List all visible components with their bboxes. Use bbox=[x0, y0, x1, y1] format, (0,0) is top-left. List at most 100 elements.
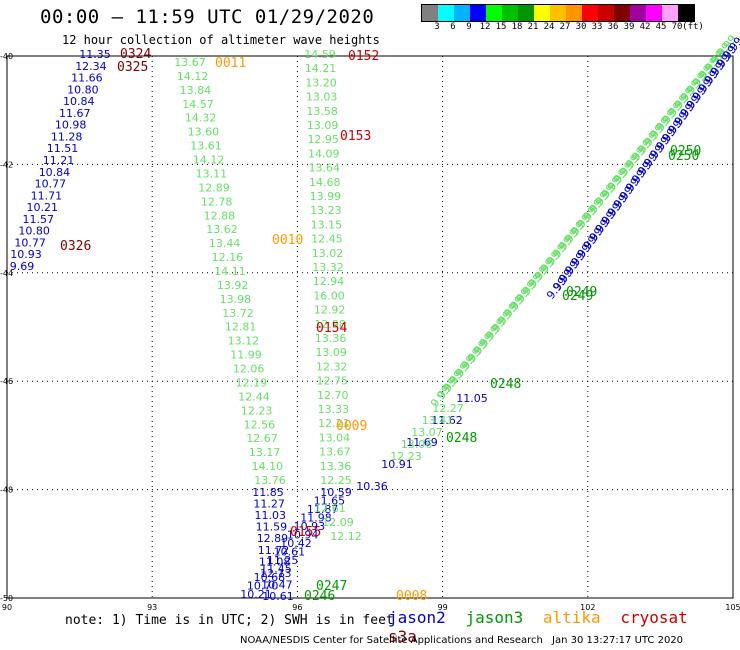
swh-value: 12.61 bbox=[314, 502, 346, 515]
colorbar-label: 30 bbox=[575, 22, 587, 32]
swh-value: 12.23 bbox=[241, 404, 273, 417]
swh-value: 10.77 bbox=[35, 178, 67, 191]
pass-label: 0152 bbox=[348, 49, 379, 64]
legend-cryosat: cryosat bbox=[620, 608, 688, 627]
colorbar-swatch bbox=[502, 5, 518, 21]
swh-value: 11.87 bbox=[307, 503, 339, 516]
swh-value: 11.69 bbox=[406, 436, 438, 449]
swh-value: 13.62 bbox=[206, 223, 238, 236]
swh-value: 14.59 bbox=[304, 48, 336, 61]
swh-value: 12.34 bbox=[75, 60, 107, 73]
swh-value: 12.56 bbox=[244, 418, 276, 431]
lon-tick-label: 102 bbox=[580, 603, 595, 612]
lat-tick-label: -48 bbox=[0, 486, 13, 495]
colorbar-swatch bbox=[438, 5, 454, 21]
swh-value: 13.17 bbox=[249, 446, 281, 459]
swh-value: 13.76 bbox=[254, 474, 286, 487]
colorbar-label: 18 bbox=[511, 22, 523, 32]
swh-value: 11.67 bbox=[59, 107, 91, 120]
swh-value: 11.65 bbox=[314, 495, 346, 508]
pass-label: 0153 bbox=[340, 129, 371, 144]
colorbar-swatch bbox=[550, 5, 566, 21]
swh-value: 14.12 bbox=[177, 70, 209, 83]
swh-value: 12.88 bbox=[204, 209, 236, 222]
colorbar-label: 36 bbox=[607, 22, 619, 32]
swh-value: 12.94 bbox=[313, 275, 345, 288]
swh-value: 13.23 bbox=[310, 204, 342, 217]
swh-value: 12.75 bbox=[317, 375, 349, 388]
lat-tick-label: -42 bbox=[0, 160, 13, 169]
swh-value: 10.77 bbox=[14, 236, 46, 249]
swh-value: 13.44 bbox=[209, 237, 241, 250]
swh-value: 14.10 bbox=[252, 460, 284, 473]
map-title: 00:00 – 11:59 UTC 01/29/2020 bbox=[40, 6, 375, 28]
swh-value: 9.69 bbox=[10, 260, 35, 273]
colorbar-label: 27 bbox=[559, 22, 571, 32]
colorbar-label: 3 bbox=[434, 22, 440, 32]
pass-label: 0009 bbox=[336, 419, 367, 434]
swh-value: 12.06 bbox=[233, 363, 265, 376]
pass-label: 0324 bbox=[120, 47, 151, 62]
swh-value: 10.93 bbox=[294, 520, 326, 533]
lon-tick-label: 99 bbox=[438, 603, 448, 612]
swh-value: 11.27 bbox=[253, 498, 285, 511]
pass-label: 0008 bbox=[396, 589, 427, 604]
swh-value: 13.84 bbox=[180, 84, 212, 97]
swh-value: 13.36 bbox=[320, 460, 352, 473]
swh-value: 10.80 bbox=[67, 83, 99, 96]
swh-value: 11.59 bbox=[256, 521, 288, 534]
swh-value: 13.12 bbox=[228, 335, 260, 348]
pass-label: 0249 bbox=[562, 289, 593, 304]
swh-value: 10.59 bbox=[320, 486, 352, 499]
colorbar-label: 39 bbox=[623, 22, 635, 32]
colorbar bbox=[421, 4, 695, 22]
colorbar-label: 42 bbox=[639, 22, 651, 32]
colorbar-swatch bbox=[486, 5, 502, 21]
swh-value: 10.36 bbox=[356, 480, 388, 493]
swh-value: 11.08 bbox=[259, 555, 291, 568]
swh-value: 12.23 bbox=[390, 450, 422, 463]
swh-value: 13.61 bbox=[190, 140, 222, 153]
pass-label: 0325 bbox=[117, 60, 148, 75]
legend-jason2: jason2 bbox=[388, 608, 446, 627]
swh-value: 13.72 bbox=[222, 307, 254, 320]
swh-value: 12.78 bbox=[201, 195, 233, 208]
colorbar-swatch bbox=[662, 5, 678, 21]
swh-value: 13.99 bbox=[310, 190, 342, 203]
swh-value: 12.98 bbox=[314, 318, 346, 331]
swh-value: 11.72 bbox=[258, 544, 290, 557]
pass-label: 0250 bbox=[670, 144, 701, 159]
colorbar-label: 70 bbox=[671, 22, 683, 32]
swh-value: 13.41 bbox=[422, 414, 454, 427]
swh-value: 14.68 bbox=[309, 176, 341, 189]
swh-value: 13.04 bbox=[319, 431, 351, 444]
swh-value: 11.35 bbox=[79, 48, 111, 61]
swh-value: 10.21 bbox=[27, 201, 59, 214]
pass-label: 0248 bbox=[490, 377, 521, 392]
swh-value: 14.12 bbox=[193, 154, 225, 167]
swh-value: 16.00 bbox=[313, 289, 345, 302]
swh-value: 10.84 bbox=[63, 95, 95, 108]
swh-value: 11.57 bbox=[22, 213, 54, 226]
colorbar-label: 9 bbox=[466, 22, 472, 32]
swh-value: 13.02 bbox=[312, 247, 344, 260]
swh-value: 11.28 bbox=[51, 130, 83, 143]
swh-value: 12.09 bbox=[322, 516, 354, 529]
legend-altika: altika bbox=[542, 608, 601, 627]
colorbar-swatch bbox=[614, 5, 630, 21]
swh-value: 12.70 bbox=[317, 389, 349, 402]
lon-tick-label: 93 bbox=[147, 603, 157, 612]
colorbar-swatch bbox=[582, 5, 598, 21]
swh-value: 11.98 bbox=[300, 512, 332, 525]
swh-value: 14.21 bbox=[305, 62, 337, 75]
credit-timestamp: Jan 30 13:27:17 UTC 2020 bbox=[552, 635, 684, 646]
swh-value: 14.09 bbox=[308, 147, 340, 160]
swh-value: 12.21 bbox=[318, 417, 350, 430]
swh-value: 13.36 bbox=[315, 332, 347, 345]
colorbar-swatch bbox=[470, 5, 486, 21]
swh-value: 12.45 bbox=[311, 233, 343, 246]
swh-value: 13.92 bbox=[217, 279, 249, 292]
pass-label: 0154 bbox=[316, 321, 347, 336]
swh-value: 10.80 bbox=[18, 225, 50, 238]
swh-value: 10.21 bbox=[240, 588, 272, 601]
